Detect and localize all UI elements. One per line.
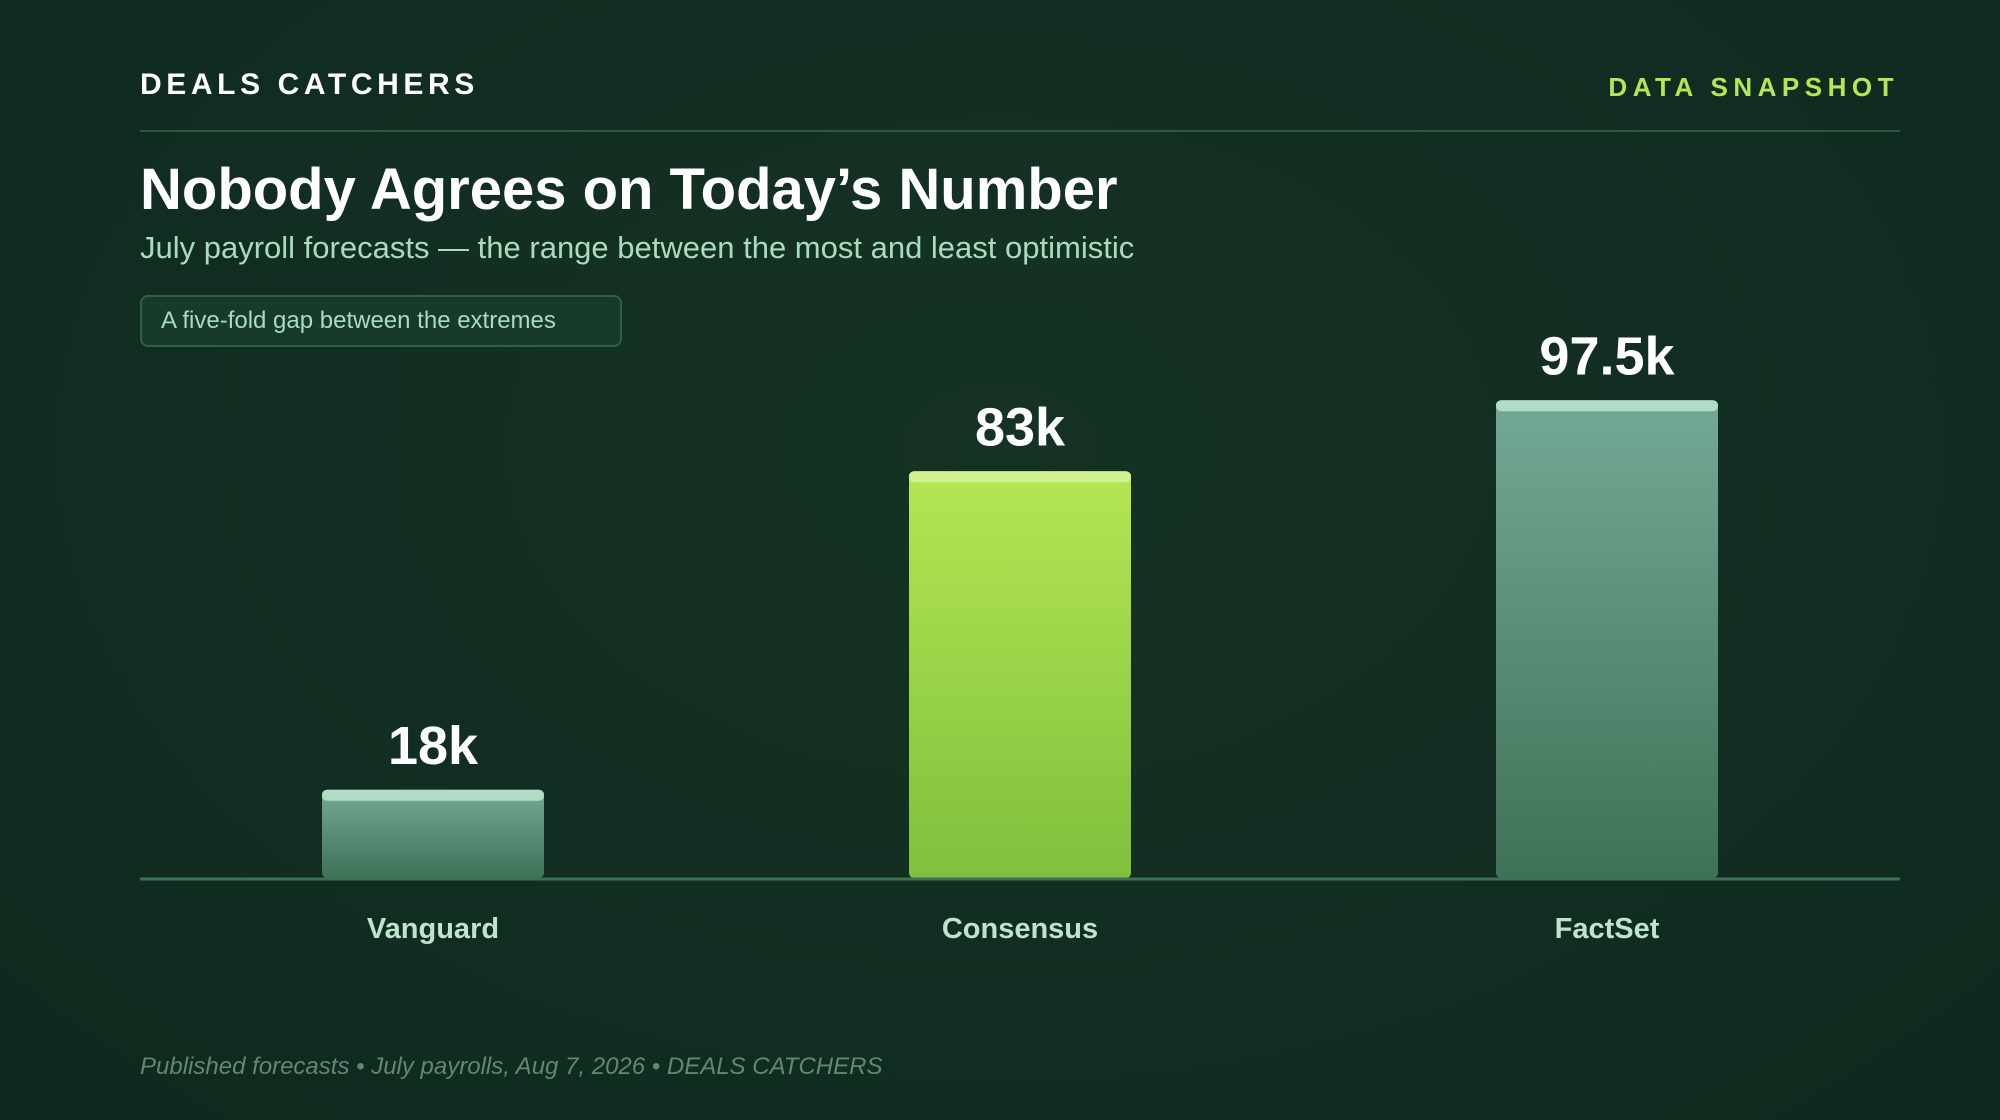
bar-cap-factset [1496,400,1718,412]
value-label-consensus: 83k [975,397,1066,457]
bar-cap-consensus [909,471,1131,483]
source-footnote: Published forecasts • July payrolls, Aug… [140,1053,883,1080]
section-tag: DATA SNAPSHOT [1608,72,1899,102]
category-label-vanguard: Vanguard [367,913,499,945]
value-label-factset: 97.5k [1539,326,1675,386]
chart-subtitle: July payroll forecasts — the range betwe… [140,230,1135,265]
bar-consensus [909,471,1131,878]
bar-vanguard [322,789,544,878]
chart-title: Nobody Agrees on Today’s Number [140,157,1118,222]
bar-cap-vanguard [322,789,544,801]
category-label-consensus: Consensus [942,913,1098,945]
brand-name: DEALS CATCHERS [140,68,479,101]
bar-factset [1496,400,1718,878]
callout-badge: A five-fold gap between the extremes [140,295,622,347]
value-label-vanguard: 18k [388,716,479,776]
header-divider [140,130,1900,132]
callout-text: A five-fold gap between the extremes [161,307,556,334]
category-label-factset: FactSet [1555,913,1660,945]
